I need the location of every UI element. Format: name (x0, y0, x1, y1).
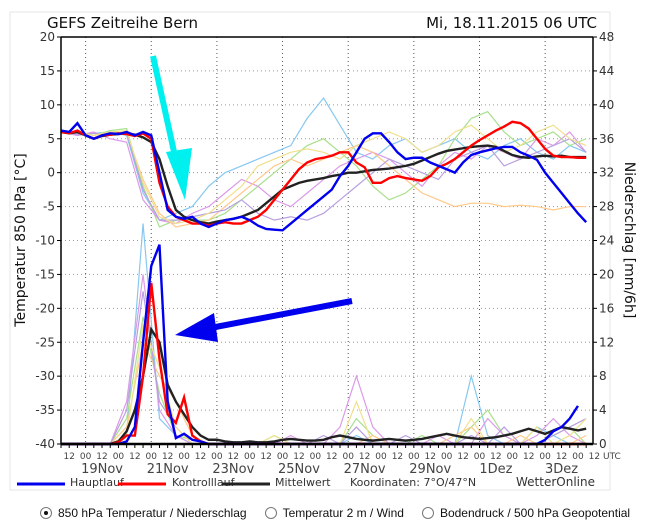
date-label: 21Nov (147, 462, 189, 477)
time-tick-label: 12 (457, 452, 468, 462)
y-tick-label: -5 (43, 200, 55, 214)
time-tick-label: 00 (342, 452, 354, 462)
kontrolllauf-temperature-line (60, 120, 587, 227)
time-tick-label: 00 (244, 452, 256, 462)
time-tick-label: 00 (146, 452, 158, 462)
y-axis-title: Temperatur 850 hPa [°C] (13, 153, 29, 327)
utc-label: UTC (603, 452, 621, 462)
date-label: 25Nov (278, 462, 320, 477)
time-tick-label: 00 (539, 452, 551, 462)
hauptlauf-temperature-line (60, 121, 588, 232)
time-tick-label: 00 (441, 452, 453, 462)
gefs-chart: GEFS Zeitreihe Bern Mi, 18.11.2015 06 UTC… (9, 11, 637, 491)
run-datetime: Mi, 18.11.2015 06 UTC (426, 14, 597, 32)
time-tick-label: 12 (589, 452, 600, 462)
y2-tick-label: 24 (599, 234, 614, 248)
time-tick-label: 12 (392, 452, 403, 462)
time-tick-label: 00 (113, 452, 125, 462)
legend-label: Kontrolllauf (172, 476, 236, 489)
member-precipitation-line (61, 291, 587, 445)
radio-label: 850 hPa Temperatur / Niederschlag (58, 506, 247, 520)
time-tick-label: 12 (556, 452, 567, 462)
time-tick-label: 00 (211, 452, 223, 462)
chart-title: GEFS Zeitreihe Bern (47, 14, 198, 32)
y2-tick-label: 4 (599, 403, 607, 417)
y2-tick-label: 32 (599, 166, 614, 180)
legend-label: Mittelwert (275, 476, 331, 489)
y2-tick-label: 44 (599, 64, 614, 78)
date-label: 1Dez (479, 462, 512, 477)
legend-label: Hauptlauf (70, 476, 125, 489)
y-tick-label: -10 (35, 234, 55, 248)
member-temperature-line (60, 131, 587, 225)
time-tick-label: 12 (326, 452, 337, 462)
y-tick-label: 15 (40, 64, 55, 78)
y-tick-label: -35 (35, 403, 55, 417)
time-tick-label: 12 (63, 452, 74, 462)
time-tick-label: 12 (96, 452, 107, 462)
time-tick-label: 00 (277, 452, 289, 462)
time-tick-label: 00 (474, 452, 486, 462)
time-tick-label: 12 (293, 452, 304, 462)
time-tick-label: 00 (507, 452, 519, 462)
date-label: 19Nov (81, 462, 123, 477)
y2-tick-label: 20 (599, 267, 614, 281)
time-tick-label: 00 (178, 452, 190, 462)
date-label: 29Nov (409, 462, 451, 477)
radio-bodendruck[interactable]: Bodendruck / 500 hPa Geopotential (421, 506, 631, 520)
time-tick-label: 12 (359, 452, 370, 462)
y-tick-label: -30 (35, 369, 55, 383)
radio-button[interactable] (264, 507, 277, 519)
time-tick-label: 00 (408, 452, 420, 462)
brand-label: WetterOnline (516, 475, 595, 489)
chart-frame (9, 11, 611, 491)
radio-button[interactable] (421, 507, 434, 519)
time-tick-label: 12 (162, 452, 173, 462)
mittelwert-precipitation-line (61, 326, 587, 446)
y2-axis-title: Niederschlag [mm/6h] (621, 162, 637, 319)
time-tick-label: 12 (425, 452, 436, 462)
date-label: 27Nov (344, 462, 386, 477)
y-tick-label: 10 (40, 98, 55, 112)
date-label: 3Dez (545, 462, 578, 477)
time-tick-label: 00 (375, 452, 387, 462)
y-tick-label: -40 (35, 437, 55, 451)
y-tick-label: -15 (35, 267, 55, 281)
y2-tick-label: 16 (599, 301, 614, 315)
member-temperature-line (60, 131, 587, 221)
y-tick-label: 20 (40, 30, 55, 44)
time-tick-label: 12 (523, 452, 534, 462)
time-tick-label: 12 (195, 452, 206, 462)
y2-tick-label: 8 (599, 369, 607, 383)
time-tick-label: 00 (572, 452, 584, 462)
time-tick-label: 00 (80, 452, 92, 462)
radio-label: Bodendruck / 500 hPa Geopotential (439, 506, 631, 520)
coordinates-label: Koordinaten: 7°O/47°N (350, 476, 476, 489)
y2-tick-label: 28 (599, 200, 614, 214)
member-temperature-line (60, 131, 587, 228)
time-tick-label: 12 (490, 452, 501, 462)
y2-tick-label: 12 (599, 335, 614, 349)
radio-850hpa[interactable]: 850 hPa Temperatur / Niederschlag (40, 506, 247, 520)
y2-tick-label: 48 (599, 30, 614, 44)
y-tick-label: -25 (35, 335, 55, 349)
y-tick-label: -20 (35, 301, 55, 315)
radio-button-checked[interactable] (40, 507, 52, 519)
time-tick-label: 00 (310, 452, 322, 462)
chart-type-selector: 850 hPa Temperatur / Niederschlag Temper… (40, 506, 630, 520)
y2-tick-label: 0 (599, 437, 607, 451)
y-tick-label: 0 (47, 166, 55, 180)
time-tick-label: 12 (260, 452, 271, 462)
blue-arrow-head (175, 313, 218, 342)
y2-tick-label: 40 (599, 98, 614, 112)
cyan-arrow-head (166, 148, 192, 200)
date-label: 23Nov (212, 462, 254, 477)
radio-label: Temperatur 2 m / Wind (282, 506, 404, 520)
time-tick-label: 12 (228, 452, 239, 462)
y2-tick-label: 36 (599, 132, 614, 146)
time-tick-label: 12 (129, 452, 140, 462)
blue-arrow-shaft (204, 298, 353, 332)
y-tick-label: 5 (47, 132, 55, 146)
radio-temp-2m-wind[interactable]: Temperatur 2 m / Wind (264, 506, 404, 520)
